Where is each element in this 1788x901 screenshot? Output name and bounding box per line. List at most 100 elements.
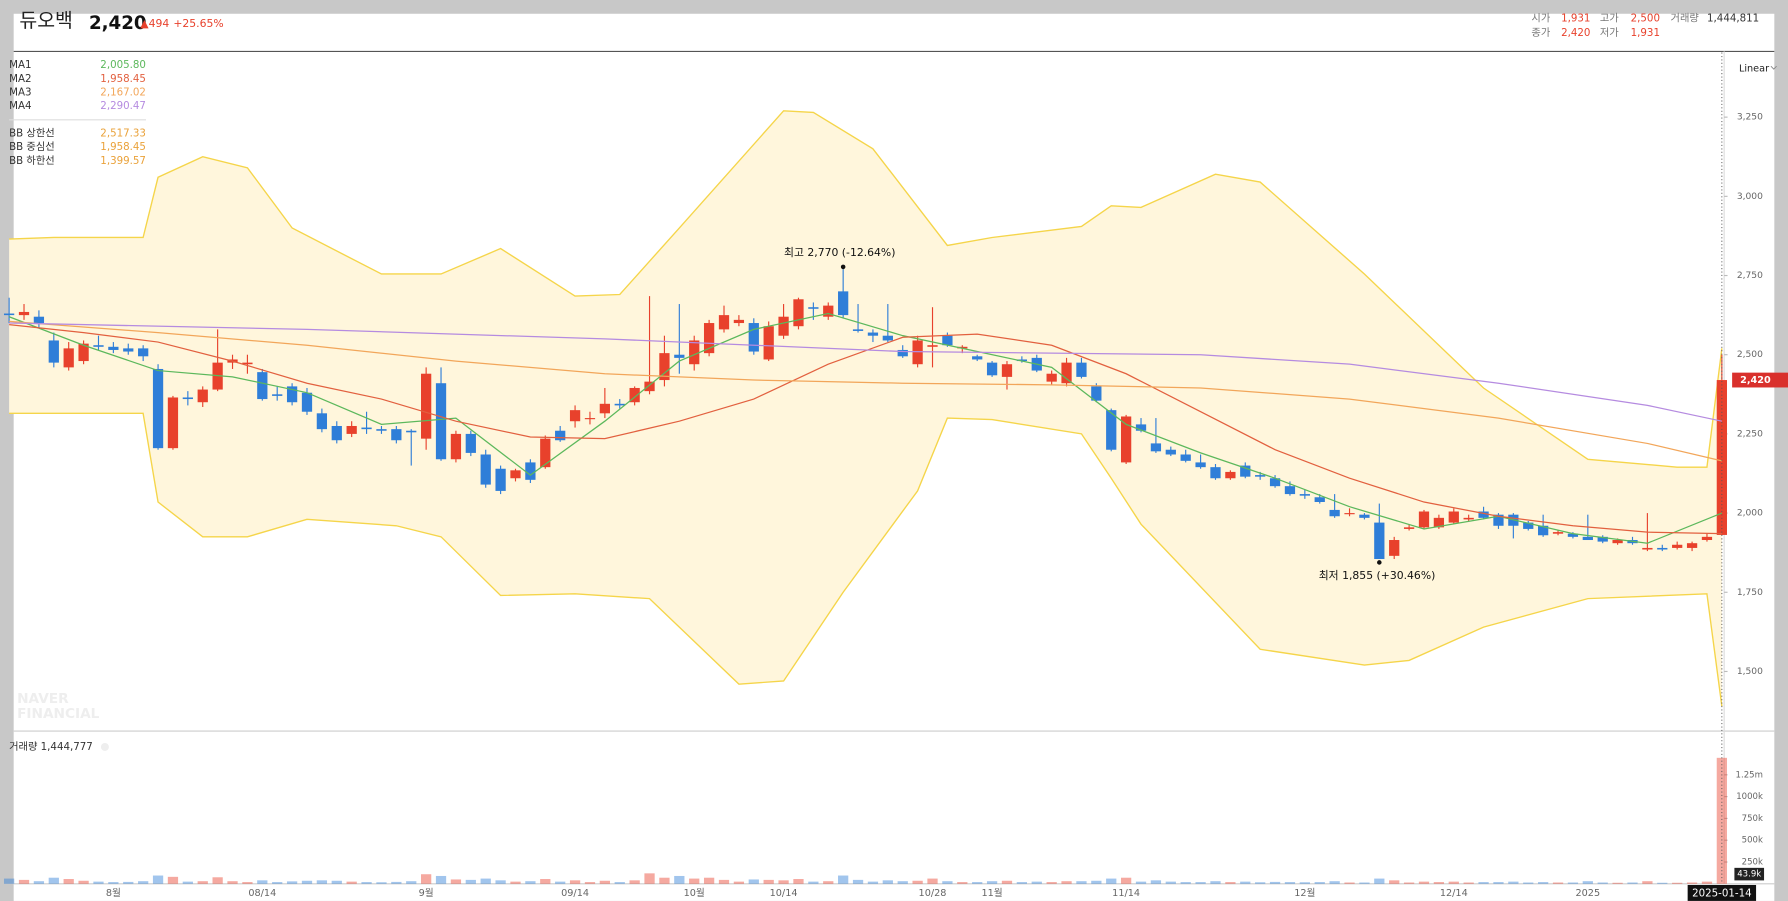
volume-bar xyxy=(1612,882,1623,884)
volume-bar xyxy=(421,874,432,884)
volume-tick-label: 250k xyxy=(1742,858,1763,868)
indicator-line xyxy=(8,312,1723,544)
scale-chevron[interactable] xyxy=(1770,65,1777,70)
volume-bar xyxy=(763,879,774,884)
volume-tick-label: 1.25m xyxy=(1736,770,1763,780)
legend-value: 2,167.02 xyxy=(100,86,146,98)
volume-bar xyxy=(1016,882,1028,884)
scale-toggle[interactable]: Linear xyxy=(1739,63,1769,74)
volume-bar xyxy=(525,881,536,884)
volume-bar xyxy=(1508,881,1519,884)
candle-body xyxy=(674,354,685,358)
volume-bar xyxy=(882,880,893,884)
volume-tick-label: 750k xyxy=(1742,814,1763,824)
volume-bar xyxy=(1135,881,1147,884)
volume-bar xyxy=(1225,882,1236,884)
volume-bar xyxy=(897,881,908,884)
volume-bar xyxy=(1061,881,1072,884)
volume-bar xyxy=(48,877,59,884)
candle-body xyxy=(1612,540,1623,544)
y-tick-label: 1,500 xyxy=(1737,667,1763,677)
volume-bar xyxy=(927,878,938,884)
volume-bar xyxy=(614,882,625,884)
candle-body xyxy=(1582,536,1593,541)
volume-bar xyxy=(599,880,610,884)
candle-body xyxy=(1552,532,1564,534)
volume-bar xyxy=(629,880,640,884)
candle-body xyxy=(778,316,789,336)
stock-price: 2,420 xyxy=(89,13,147,34)
volume-bar xyxy=(1448,881,1459,884)
volume-bar xyxy=(1165,881,1176,884)
candle-body xyxy=(629,387,640,403)
candle-body xyxy=(450,433,462,460)
candle-body xyxy=(1120,416,1132,463)
candle-body xyxy=(1284,486,1296,495)
volume-bar xyxy=(167,876,179,884)
legend-name: MA3 xyxy=(9,86,31,98)
volume-bar xyxy=(957,882,968,884)
volume-bar xyxy=(1091,880,1102,884)
volume-bar xyxy=(1180,882,1191,884)
x-tick-label: 2025 xyxy=(1575,888,1600,899)
candle-body xyxy=(1657,547,1668,550)
volume-bar xyxy=(182,881,193,884)
band-fill xyxy=(9,110,1722,707)
candle-body xyxy=(406,430,417,433)
volume-bar xyxy=(867,881,879,884)
volume-bar xyxy=(942,881,953,884)
candle-body xyxy=(912,340,923,365)
volume-bar xyxy=(138,881,149,884)
candle-body xyxy=(272,394,283,396)
candle-body xyxy=(1329,509,1340,517)
candle-body xyxy=(1672,544,1683,548)
volume-bar xyxy=(1389,880,1400,884)
candle-body xyxy=(703,323,715,354)
candle-body xyxy=(1403,527,1415,529)
volume-bar xyxy=(361,882,372,884)
candle-body xyxy=(1597,536,1608,542)
candle-body xyxy=(793,299,804,327)
candle-body xyxy=(644,381,655,392)
legend-value: 1,958.45 xyxy=(100,73,146,85)
candle-body xyxy=(1255,475,1266,477)
candle-body xyxy=(763,326,774,360)
candle-body xyxy=(569,410,581,422)
candle-body xyxy=(718,315,730,330)
high-annotation: 최고 2,770 (-12.64%) xyxy=(784,246,895,259)
volume-bar xyxy=(1329,881,1340,884)
candle-body xyxy=(838,291,849,316)
candle-body xyxy=(1135,424,1147,431)
stat-label: 저가 xyxy=(1600,27,1619,39)
candle-body xyxy=(1076,362,1087,377)
candle-body xyxy=(942,335,953,346)
candle-body xyxy=(733,319,745,324)
volume-bar xyxy=(1076,881,1087,884)
volume-bar xyxy=(569,880,581,884)
volume-bar xyxy=(93,881,104,884)
volume-cursor-label: 43.9k xyxy=(1737,870,1761,880)
candle-body xyxy=(301,392,313,412)
volume-bar xyxy=(1523,882,1534,884)
candle-body xyxy=(748,323,759,352)
stat-value: 1,931 xyxy=(1631,27,1660,39)
x-tick-label: 10/14 xyxy=(770,888,798,899)
candle-body xyxy=(257,372,268,400)
candle-body xyxy=(33,316,45,324)
candle-body xyxy=(1538,525,1549,536)
volume-bar xyxy=(555,881,566,884)
candle-body xyxy=(1374,522,1385,560)
last-price-label: 2,420 xyxy=(1740,375,1771,386)
volume-close-icon[interactable] xyxy=(100,742,109,751)
volume-bar xyxy=(1150,880,1162,884)
candle-body xyxy=(1195,462,1206,468)
volume-bar xyxy=(1478,882,1489,884)
price-change-pct: +25.65% xyxy=(173,17,223,30)
legend-value: 2,005.80 xyxy=(100,59,146,71)
cursor-date: 2025-01-14 xyxy=(1692,888,1752,900)
volume-bar xyxy=(1493,882,1504,884)
volume-bar xyxy=(1031,881,1042,884)
x-tick-label: 09/14 xyxy=(561,888,589,899)
